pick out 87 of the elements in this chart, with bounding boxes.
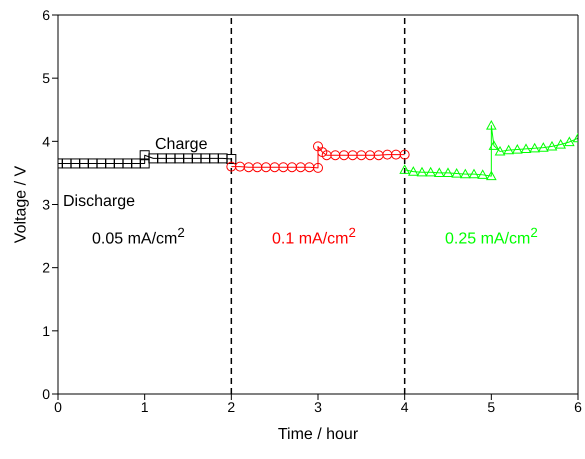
point bbox=[296, 162, 306, 172]
point bbox=[131, 158, 141, 168]
point bbox=[88, 158, 98, 168]
point bbox=[408, 166, 418, 176]
point bbox=[469, 169, 479, 178]
point bbox=[495, 146, 505, 156]
point bbox=[235, 162, 245, 172]
point bbox=[313, 141, 323, 152]
y-tick-label: 4 bbox=[42, 133, 50, 150]
point bbox=[547, 141, 557, 150]
point bbox=[400, 150, 410, 160]
point bbox=[330, 150, 340, 160]
point bbox=[356, 150, 366, 160]
point bbox=[96, 158, 106, 168]
point bbox=[244, 162, 254, 172]
point bbox=[538, 142, 548, 152]
point bbox=[348, 150, 358, 160]
point bbox=[304, 162, 314, 172]
annotation: 0.05 mA/cm$^{2}$ bbox=[92, 225, 185, 248]
point bbox=[391, 150, 401, 160]
point bbox=[339, 150, 349, 160]
point bbox=[374, 150, 384, 160]
point bbox=[226, 162, 236, 172]
point bbox=[426, 167, 436, 176]
x-tick-label: 5 bbox=[487, 398, 496, 415]
point bbox=[140, 158, 150, 168]
point bbox=[270, 162, 280, 172]
x-tick-label: 2 bbox=[227, 398, 236, 415]
point bbox=[62, 158, 72, 168]
point bbox=[521, 144, 531, 154]
point bbox=[192, 153, 202, 164]
point bbox=[365, 150, 375, 160]
x-tick-label: 1 bbox=[140, 398, 149, 415]
point bbox=[322, 150, 332, 160]
y-tick-label: 2 bbox=[42, 260, 50, 276]
point bbox=[382, 150, 392, 160]
y-tick-label: 6 bbox=[42, 6, 50, 23]
annotation: Discharge bbox=[63, 193, 136, 211]
x-axis-title: Time / hour bbox=[278, 426, 359, 443]
point bbox=[504, 145, 514, 154]
point bbox=[486, 120, 496, 130]
point bbox=[278, 162, 288, 172]
point bbox=[70, 158, 80, 168]
point bbox=[174, 153, 184, 164]
point bbox=[157, 153, 167, 164]
point bbox=[317, 147, 328, 158]
point bbox=[79, 158, 89, 168]
point bbox=[105, 158, 115, 168]
point bbox=[452, 168, 462, 178]
x-tick-label: 0 bbox=[54, 398, 62, 415]
point bbox=[400, 164, 410, 174]
point bbox=[486, 171, 496, 180]
point bbox=[200, 153, 210, 164]
point bbox=[209, 153, 219, 164]
x-tick-label: 4 bbox=[400, 398, 409, 415]
point bbox=[530, 143, 540, 152]
point bbox=[183, 153, 193, 164]
point bbox=[512, 144, 522, 154]
point bbox=[313, 162, 323, 173]
point bbox=[166, 153, 176, 164]
point bbox=[460, 169, 470, 178]
annotation: Charge bbox=[155, 136, 208, 154]
point bbox=[114, 158, 124, 168]
point bbox=[140, 150, 150, 160]
point bbox=[148, 153, 158, 164]
point bbox=[252, 162, 262, 172]
x-tick-label: 3 bbox=[314, 398, 322, 415]
point bbox=[287, 162, 297, 172]
point bbox=[434, 168, 444, 178]
y-tick-label: 3 bbox=[42, 196, 50, 212]
point bbox=[564, 136, 574, 146]
point bbox=[488, 140, 499, 150]
x-tick-label: 6 bbox=[574, 398, 582, 415]
point bbox=[417, 167, 427, 176]
annotation: 0.1 mA/cm$^{2}$ bbox=[272, 225, 356, 248]
y-tick-label: 1 bbox=[42, 322, 50, 339]
point bbox=[478, 170, 488, 179]
point bbox=[226, 154, 236, 164]
point bbox=[218, 153, 228, 164]
point bbox=[556, 139, 566, 149]
y-axis-title: Voltage / V bbox=[12, 165, 30, 244]
y-tick-label: 0 bbox=[42, 386, 50, 402]
y-tick-label: 5 bbox=[42, 70, 50, 86]
point bbox=[122, 158, 132, 168]
annotation: 0.25 mA/cm$^{2}$ bbox=[445, 225, 538, 248]
point bbox=[261, 162, 271, 172]
point bbox=[443, 168, 453, 178]
